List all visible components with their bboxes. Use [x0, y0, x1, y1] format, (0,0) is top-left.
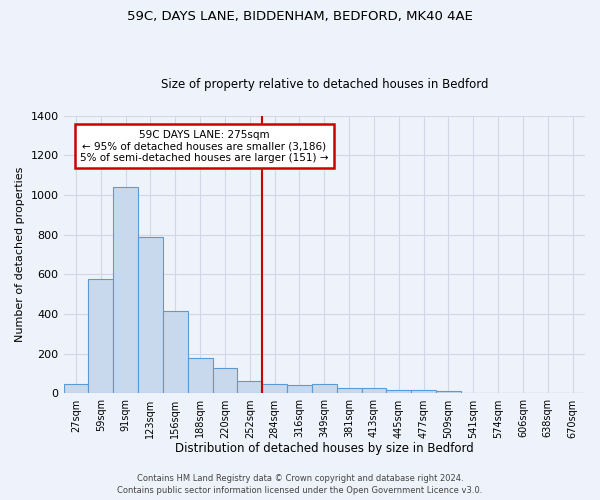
- X-axis label: Distribution of detached houses by size in Bedford: Distribution of detached houses by size …: [175, 442, 473, 455]
- Bar: [163, 311, 188, 394]
- Bar: [411, 390, 436, 394]
- Text: Contains HM Land Registry data © Crown copyright and database right 2024.
Contai: Contains HM Land Registry data © Crown c…: [118, 474, 482, 495]
- Bar: [188, 358, 212, 394]
- Bar: [436, 392, 461, 394]
- Bar: [362, 388, 386, 394]
- Text: 59C DAYS LANE: 275sqm
← 95% of detached houses are smaller (3,186)
5% of semi-de: 59C DAYS LANE: 275sqm ← 95% of detached …: [80, 130, 329, 163]
- Bar: [337, 388, 362, 394]
- Y-axis label: Number of detached properties: Number of detached properties: [15, 167, 25, 342]
- Bar: [88, 280, 113, 394]
- Title: Size of property relative to detached houses in Bedford: Size of property relative to detached ho…: [161, 78, 488, 91]
- Bar: [287, 384, 312, 394]
- Bar: [138, 237, 163, 394]
- Bar: [212, 368, 238, 394]
- Bar: [113, 187, 138, 394]
- Bar: [262, 384, 287, 394]
- Bar: [312, 384, 337, 394]
- Bar: [386, 390, 411, 394]
- Bar: [238, 380, 262, 394]
- Bar: [64, 384, 88, 394]
- Text: 59C, DAYS LANE, BIDDENHAM, BEDFORD, MK40 4AE: 59C, DAYS LANE, BIDDENHAM, BEDFORD, MK40…: [127, 10, 473, 23]
